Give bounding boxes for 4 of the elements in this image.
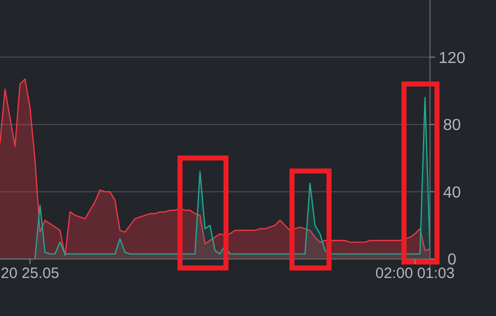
- y-tick-label: 80: [443, 117, 461, 134]
- y-tick-label: 40: [443, 184, 461, 202]
- x-tick-label: 20 25.05: [0, 265, 60, 282]
- y-tick-label: 120: [438, 50, 466, 67]
